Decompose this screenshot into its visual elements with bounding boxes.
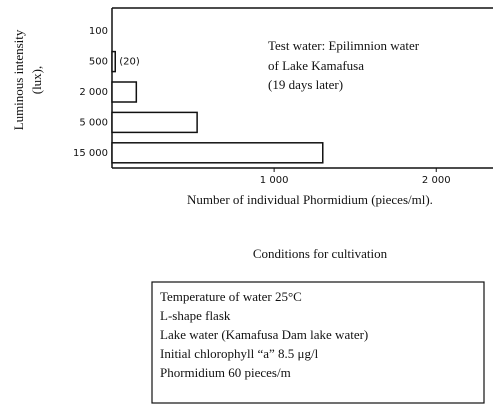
- y-label: Luminous intensity: [11, 29, 26, 130]
- x-label: Number of individual Phormidium (pieces/…: [187, 192, 433, 207]
- bar: [111, 81, 138, 103]
- y-tick-label: 5 000: [79, 117, 108, 128]
- condition-line: Phormidium 60 pieces/m: [160, 365, 291, 380]
- annotation: of Lake Kamafusa: [268, 58, 364, 73]
- value-label: (20): [119, 57, 140, 68]
- x-tick-label: 2 000: [422, 175, 451, 186]
- y-label: (lux),: [29, 66, 44, 95]
- annotation: Test water: Epilimnion water: [268, 38, 420, 53]
- conditions-title: Conditions for cultivation: [253, 246, 388, 261]
- y-tick-label: 500: [89, 57, 108, 68]
- y-tick-label: 100: [89, 26, 108, 37]
- condition-line: Temperature of water 25°C: [160, 289, 302, 304]
- y-tick-label: 15 000: [73, 148, 108, 159]
- x-tick-label: 1 000: [260, 175, 289, 186]
- condition-line: Initial chlorophyll “a” 8.5 μg/l: [160, 346, 319, 361]
- condition-line: Lake water (Kamafusa Dam lake water): [160, 327, 368, 342]
- condition-line: L-shape flask: [160, 308, 231, 323]
- bar: [111, 111, 198, 134]
- conditions-box: [151, 281, 485, 404]
- y-tick-label: 2 000: [79, 87, 108, 98]
- annotation: (19 days later): [268, 77, 343, 92]
- bar: [111, 142, 324, 164]
- bar: [111, 50, 116, 73]
